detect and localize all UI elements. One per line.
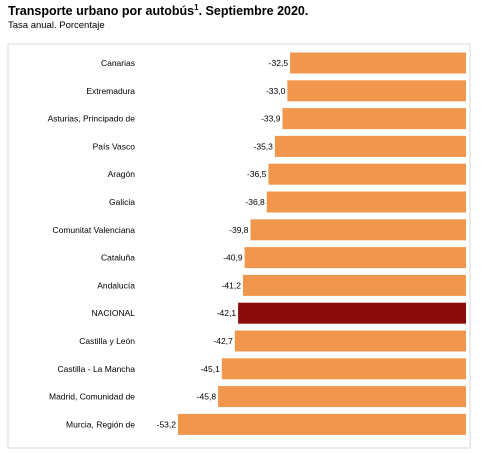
category-label: Murcia, Región de [66, 419, 135, 429]
value-label: -40,9 [223, 253, 243, 263]
bar-7 [244, 247, 466, 269]
bar-8 [242, 274, 466, 296]
bar-6 [250, 219, 466, 241]
value-label: -33,9 [261, 114, 281, 124]
bar-10 [234, 330, 466, 352]
category-label: Comunitat Valenciana [52, 225, 135, 235]
bar-3 [274, 135, 466, 157]
value-label: -36,5 [247, 169, 267, 179]
category-label: Extremadura [86, 86, 135, 96]
chart-title-suffix: . Septiembre 2020. [198, 4, 309, 18]
category-label: NACIONAL [92, 308, 136, 318]
value-label: -33,0 [266, 86, 286, 96]
category-label: Madrid, Comunidad de [49, 392, 135, 402]
bar-4 [268, 163, 466, 185]
category-label: Andalucía [97, 280, 135, 290]
chart-frame [7, 43, 471, 449]
bar-12 [218, 386, 466, 408]
category-label: Castilla - La Mancha [58, 364, 136, 374]
category-label: Asturias, Principado de [48, 114, 136, 124]
category-label: País Vasco [93, 141, 136, 151]
chart-title: Transporte urbano por autobús1. Septiemb… [8, 2, 309, 18]
bar-5 [266, 191, 466, 213]
bar-1 [287, 80, 466, 102]
value-label: -32,5 [269, 58, 289, 68]
chart-title-text: Transporte urbano por autobús [8, 4, 195, 18]
category-label: Canarias [101, 58, 135, 68]
value-label: -53,2 [157, 419, 177, 429]
chart-title-footnote-mark: 1 [194, 2, 199, 12]
value-label: -39,8 [229, 225, 249, 235]
value-label: -36,8 [245, 197, 265, 207]
category-label: Castilla y León [79, 336, 135, 346]
value-label: -42,1 [217, 308, 237, 318]
value-label: -42,7 [213, 336, 233, 346]
bar-0 [290, 52, 466, 74]
chart-subtitle: Tasa anual. Porcentaje [8, 20, 105, 31]
category-label: Aragón [108, 169, 136, 179]
bar-11 [221, 358, 466, 380]
category-label: Cataluña [101, 253, 135, 263]
bar-2 [282, 108, 466, 130]
value-label: -45,1 [200, 364, 220, 374]
value-label: -35,3 [254, 141, 274, 151]
bar-highlight [238, 302, 466, 324]
value-label: -41,2 [222, 280, 242, 290]
bar-13 [178, 413, 466, 435]
value-label: -45,8 [197, 392, 217, 402]
category-label: Galicia [109, 197, 135, 207]
